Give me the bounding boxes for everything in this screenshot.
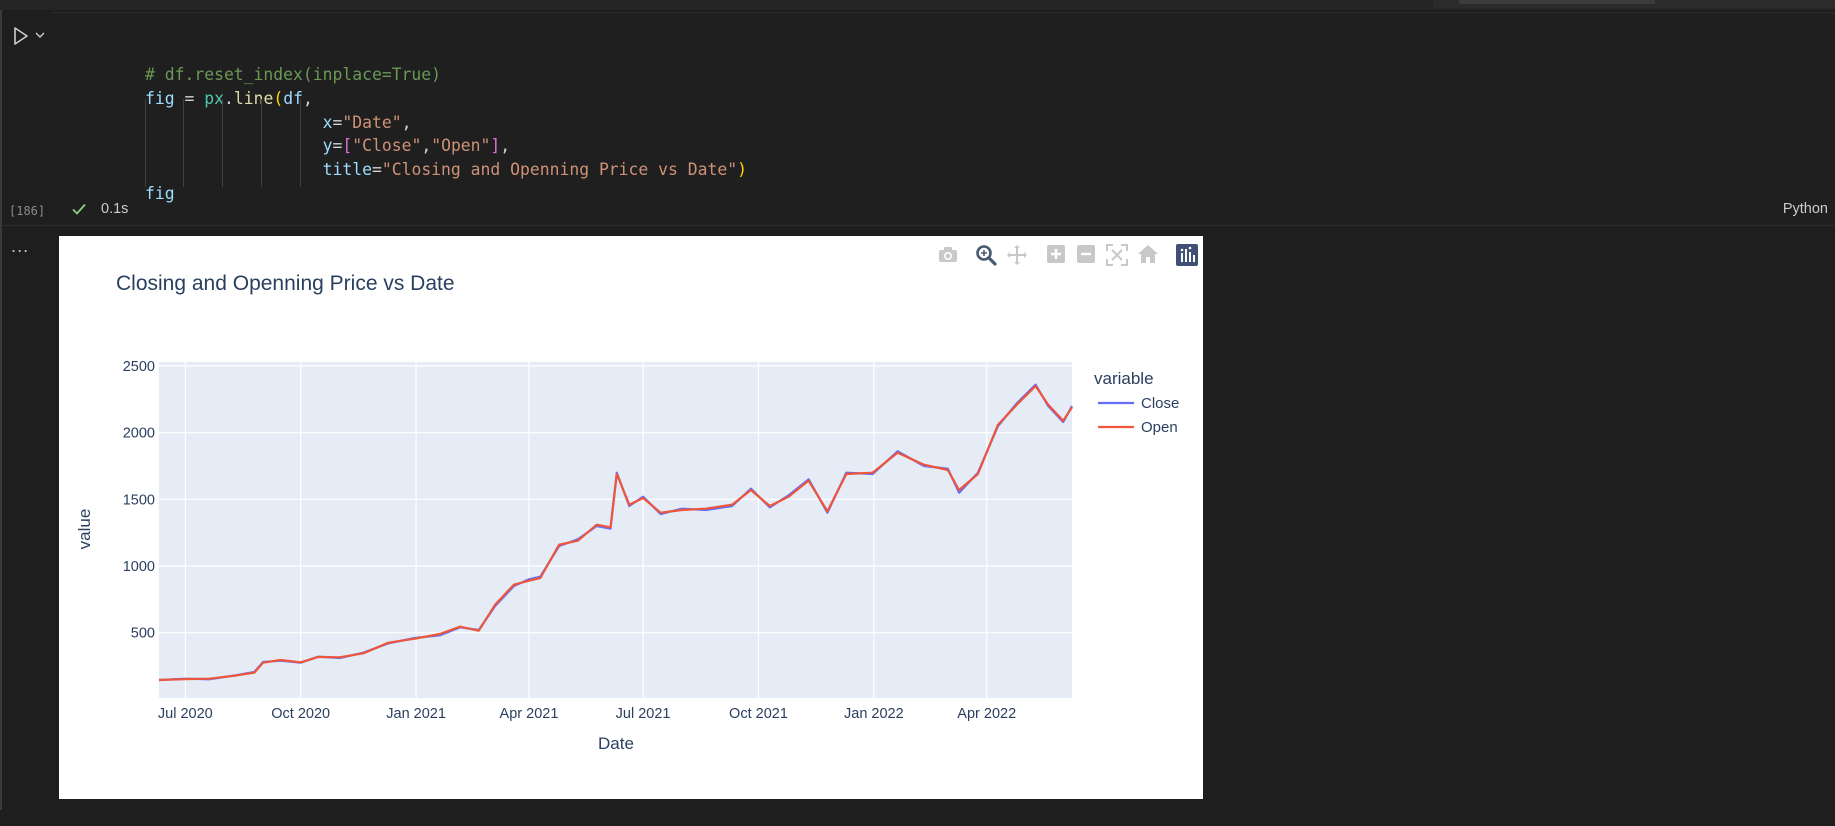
run-icon[interactable] [12, 26, 30, 46]
code-token: fig [145, 183, 175, 203]
y-tick-label: 2500 [123, 359, 155, 375]
execution-time: 0.1s [101, 201, 129, 217]
y-tick-labels: 500 1000 1500 2000 2500 [123, 359, 155, 642]
code-token: # df.reset_index(inplace=True) [145, 65, 442, 84]
code-line: y=["Close","Open"], [145, 136, 511, 156]
zoom-out-icon[interactable] [1076, 244, 1096, 264]
legend-title: variable [1094, 369, 1154, 388]
x-tick-labels: Jul 2020 Oct 2020 Jan 2021 Apr 2021 Jul 2021… [158, 706, 1016, 722]
code-token: . [223, 88, 234, 108]
code-text[interactable]: # df.reset_index(inplace=True) fig = px.… [145, 63, 747, 206]
code-token: , [500, 136, 511, 156]
indent-guide [300, 99, 301, 187]
code-token: , [421, 136, 432, 156]
code-token: fig [145, 88, 175, 108]
x-gridlines [184, 362, 988, 698]
code-token: = [174, 88, 205, 108]
cell-focus-border [0, 10, 2, 810]
x-axis-title: Date [598, 734, 634, 753]
indent-guide [145, 99, 146, 187]
x-tick-label: Jan 2021 [386, 706, 446, 722]
x-tick-label: Oct 2020 [271, 706, 330, 722]
code-token: "Open" [431, 136, 491, 156]
code-token: ) [737, 160, 747, 180]
y-tick-label: 1500 [123, 492, 155, 508]
execution-count: [186] [9, 204, 46, 218]
x-tick-label: Jan 2022 [844, 706, 904, 722]
kernel-language[interactable]: Python [1782, 201, 1828, 217]
plot-area[interactable] [159, 362, 1072, 698]
code-token: y [322, 136, 333, 156]
x-tick-label: Jul 2021 [616, 706, 671, 722]
code-line: # df.reset_index(inplace=True) [145, 65, 441, 84]
code-token: "Date" [342, 112, 402, 132]
series-line-open[interactable] [158, 384, 1073, 682]
x-tick-label: Jul 2020 [158, 706, 213, 722]
code-token: , [401, 112, 412, 132]
legend-label[interactable]: Close [1141, 395, 1179, 412]
code-token [145, 136, 323, 155]
code-token: , [302, 88, 313, 108]
editor-tab-area [1433, 0, 1835, 8]
code-token: title [322, 160, 372, 180]
code-token: "Close" [352, 136, 422, 156]
editor-tab[interactable] [1459, 0, 1655, 4]
code-token [145, 160, 323, 179]
y-axis-title: value [75, 509, 94, 550]
y-tick-label: 500 [131, 626, 155, 642]
line-chart[interactable]: 500 1000 1500 2000 2500 Jul 2020 Oct 2020 Jan … [59, 236, 1203, 799]
indent-guide [261, 99, 262, 187]
code-line: fig = px.line(df, [145, 89, 313, 108]
y-tick-label: 1000 [123, 559, 155, 575]
code-line: fig [145, 184, 175, 203]
legend-label[interactable]: Open [1141, 419, 1178, 436]
code-token: x [322, 112, 333, 132]
check-icon [72, 203, 86, 215]
code-line: title="Closing and Openning Price vs Dat… [145, 160, 747, 179]
code-token: line [233, 88, 274, 108]
code-token: "Closing and Openning Price vs Date" [381, 160, 738, 180]
camera-icon[interactable] [937, 244, 959, 264]
zoom-in-icon[interactable] [1046, 244, 1066, 264]
x-tick-label: Oct 2021 [729, 706, 788, 722]
series-lines [158, 383, 1073, 682]
code-token: px [204, 88, 224, 108]
output-separator [2, 225, 1835, 226]
code-token: = [371, 160, 382, 180]
pan-icon[interactable] [1006, 244, 1028, 266]
code-cell-editor[interactable]: # df.reset_index(inplace=True) fig = px.… [52, 12, 1835, 226]
cell-toolbar [2, 10, 52, 52]
plotly-logo-icon[interactable] [1176, 244, 1198, 266]
legend: variable Close Open [1094, 369, 1179, 436]
reset-axes-icon[interactable] [1137, 244, 1159, 264]
x-tick-label: Apr 2021 [500, 706, 559, 722]
code-line: x="Date", [145, 112, 412, 132]
plotly-figure[interactable]: 500 1000 1500 2000 2500 Jul 2020 Oct 2020 Jan … [59, 236, 1203, 799]
editor-top-strip [0, 0, 1835, 10]
chevron-down-icon[interactable] [34, 29, 46, 41]
code-token: = [332, 136, 343, 156]
indent-guide [222, 99, 223, 187]
autoscale-icon[interactable] [1106, 244, 1128, 266]
code-token: ] [490, 136, 501, 156]
x-tick-label: Apr 2022 [957, 706, 1016, 722]
code-token: = [332, 112, 343, 132]
y-gridlines [159, 365, 1072, 634]
zoom-icon[interactable] [975, 244, 997, 266]
code-token: [ [342, 136, 353, 156]
code-token: df [283, 88, 303, 108]
code-token [145, 113, 323, 132]
code-token: ( [273, 88, 284, 108]
y-tick-label: 2000 [123, 426, 155, 442]
indent-guide [183, 99, 184, 187]
output-more-menu[interactable]: ... [11, 237, 30, 256]
chart-title: Closing and Openning Price vs Date [116, 272, 455, 295]
